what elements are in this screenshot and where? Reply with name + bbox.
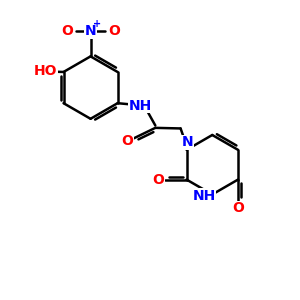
Text: O: O: [61, 24, 73, 38]
Text: N: N: [181, 135, 193, 149]
Text: O: O: [122, 134, 133, 148]
Text: O: O: [232, 201, 244, 215]
Text: N: N: [85, 24, 96, 38]
Text: O: O: [108, 24, 120, 38]
Text: NH: NH: [192, 189, 216, 203]
Text: HO: HO: [33, 64, 57, 78]
Text: +: +: [93, 19, 101, 29]
Text: O: O: [153, 172, 164, 187]
Text: NH: NH: [129, 99, 152, 112]
